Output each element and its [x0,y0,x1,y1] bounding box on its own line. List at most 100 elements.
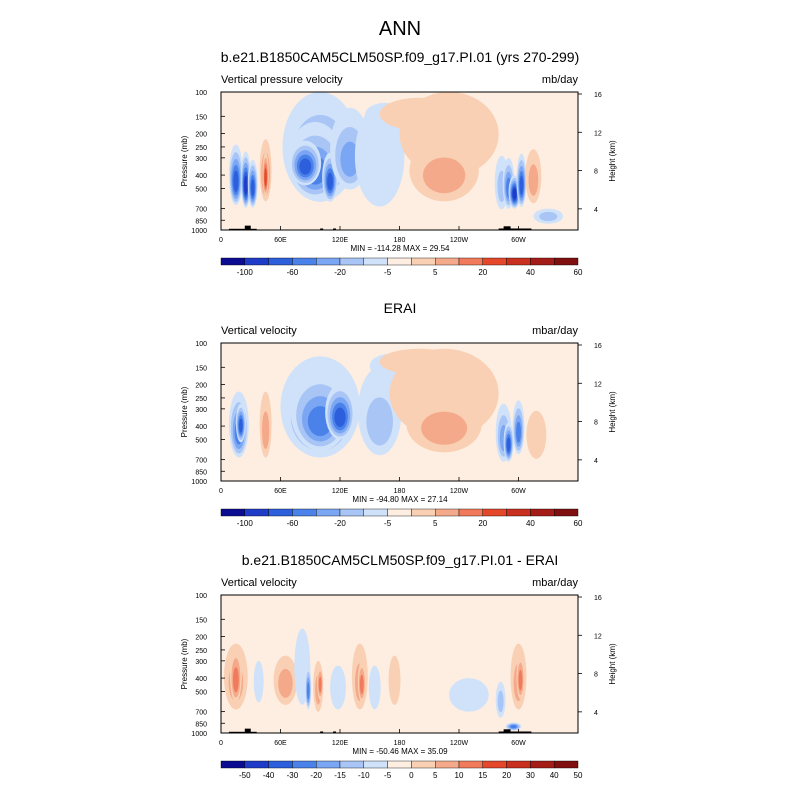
pressure-tick-label: 850 [195,721,207,728]
pressure-tick-label: 700 [195,207,207,214]
contour-level [264,168,267,187]
panel-title: b.e21.B1850CAM5CLM50SP.f09_g17.PI.01 - E… [242,552,559,568]
colorbar-label: -60 [287,268,299,277]
min-max-stats: MIN = -94.80 MAX = 27.14 [352,495,448,504]
contour-level [318,676,322,693]
longitude-tick-label: 60E [274,237,287,244]
colorbar-swatch [554,760,579,769]
colorbar-label: -20 [310,771,322,780]
topography-mask [228,731,257,733]
colorbar-swatch [316,257,341,266]
height-tick-label: 16 [594,343,602,350]
height-tick-label: 16 [594,595,602,602]
colorbar-swatch [458,257,483,266]
colorbar-label: 5 [433,771,438,780]
pressure-axis-label: Pressure (mb) [180,135,189,186]
colorbar-swatch [316,760,341,769]
pressure-tick-label: 100 [195,341,207,348]
colorbar-swatch [387,760,412,769]
colorbar-label: 60 [574,268,583,277]
pressure-tick-label: 850 [195,469,207,476]
pressure-tick-label: 400 [195,173,207,180]
pressure-tick-label: 1000 [191,479,207,486]
topography-mask [320,731,324,733]
pressure-tick-label: 400 [195,676,207,683]
pressure-tick-label: 200 [195,383,207,390]
colorbar-swatch [244,760,269,769]
colorbar-label: -10 [358,771,370,780]
panel-units: mbar/day [532,577,578,589]
colorbar-swatch [482,508,507,517]
height-tick-label: 4 [594,710,598,717]
colorbar-swatch [363,760,388,769]
contour-level [238,418,243,433]
pressure-tick-label: 250 [195,396,207,403]
pressure-tick-label: 300 [195,156,207,163]
pressure-tick-label: 700 [195,458,207,465]
topography-mask [320,228,324,230]
contour-level [539,211,558,222]
colorbar-swatch [554,257,579,266]
topography-mask [244,728,251,733]
colorbar-swatch [387,257,412,266]
longitude-tick-label: 120W [450,237,469,244]
topography-mask [503,226,511,230]
contour-field [221,595,578,733]
colorbar-label: 40 [526,268,535,277]
colorbar-swatch [339,508,364,517]
min-max-stats: MIN = -114.28 MAX = 29.54 [350,244,450,253]
longitude-tick-label: 120E [332,237,349,244]
longitude-tick-label: 60E [274,488,287,495]
longitude-tick-label: 180 [394,740,406,747]
colorbar-swatch [506,508,531,517]
colorbar-swatch [339,257,364,266]
pressure-tick-label: 150 [195,114,207,121]
colorbar-label: 15 [478,771,487,780]
height-tick-label: 8 [594,169,598,176]
colorbar-label: -60 [287,519,299,528]
panels: b.e21.B1850CAM5CLM50SP.f09_g17.PI.01 (yr… [180,49,617,780]
colorbar-swatch [268,257,293,266]
pressure-tick-label: 700 [195,710,207,717]
panel-variable-label: Vertical velocity [221,577,297,589]
height-tick-label: 12 [594,130,602,137]
colorbar-swatch [435,257,460,266]
pressure-tick-label: 400 [195,424,207,431]
colorbar-label: -40 [263,771,275,780]
pressure-tick-label: 1000 [191,731,207,738]
colorbar-swatch [435,760,460,769]
longitude-tick-label: 180 [394,488,406,495]
contour-level [250,179,255,197]
pressure-tick-label: 500 [195,437,207,444]
pressure-tick-label: 300 [195,407,207,414]
topography-mask [333,228,337,230]
colorbar-swatch [339,760,364,769]
contour-level [512,188,517,200]
height-tick-label: 8 [594,420,598,427]
pressure-tick-label: 100 [195,90,207,97]
pressure-tick-label: 500 [195,186,207,193]
height-tick-label: 12 [594,381,602,388]
colorbar-label: 20 [478,268,487,277]
colorbar-label: -100 [237,519,254,528]
topography-mask [503,729,511,733]
pressure-tick-label: 250 [195,648,207,655]
contour-level [388,655,401,705]
colorbar-label: 10 [455,771,464,780]
pressure-tick-label: 150 [195,617,207,624]
topography-mask [228,228,257,230]
colorbar-label: 40 [526,519,535,528]
min-max-stats: MIN = -50.46 MAX = 35.09 [352,747,448,756]
colorbar-swatch [411,257,436,266]
colorbar-swatch [554,508,579,517]
colorbar-swatch [220,508,245,517]
colorbar: -100 -60 -20 -5 5 20 40 60 [220,508,583,528]
colorbar-label: -20 [334,519,346,528]
colorbar: -100 -60 -20 -5 5 20 40 60 [220,257,583,277]
contour-level [244,176,248,195]
contour-level [299,158,312,175]
colorbar-label: 20 [478,519,487,528]
colorbar-swatch [220,760,245,769]
height-tick-label: 4 [594,207,598,214]
colorbar-label: 5 [433,519,438,528]
